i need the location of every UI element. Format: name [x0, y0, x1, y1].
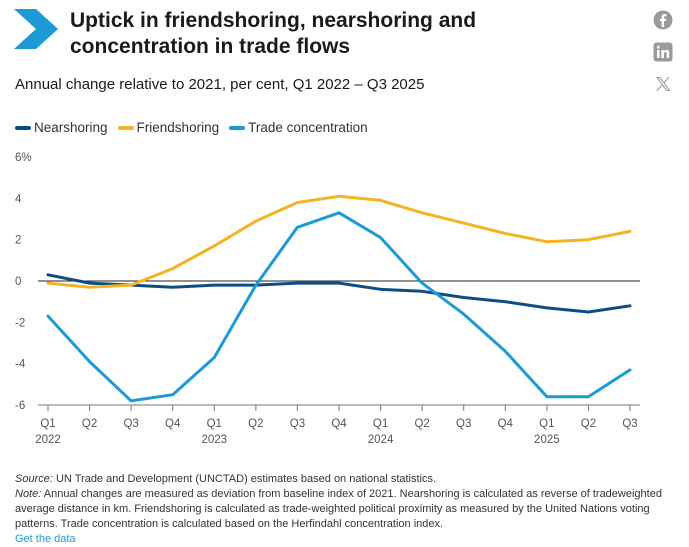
chart-legend: Nearshoring Friendshoring Trade concentr… [15, 120, 378, 135]
x-tick-label: Q3 [622, 418, 637, 430]
legend-label-trade-concentration: Trade concentration [248, 120, 368, 135]
x-tick-label: Q2 [581, 418, 596, 430]
x-tick-label: Q4 [165, 418, 181, 430]
x-tick-label: Q1 [373, 418, 388, 430]
x-year-label: 2024 [368, 434, 394, 446]
line-chart: -6 -4 -2 0 2 4 6% Q1 Q2 Q3 Q4 Q1 Q2 Q3 Q4 Q1 Q2 Q3 Q4 Q1 Q2 Q… [15, 152, 640, 446]
methodology-note: Note: Annual changes are measured as dev… [15, 487, 675, 532]
x-tick-label: Q2 [248, 418, 263, 430]
source-text: UN Trade and Development (UNCTAD) estima… [52, 473, 437, 485]
x-year-label: 2022 [35, 434, 61, 446]
legend-swatch-trade-concentration [229, 125, 246, 130]
brand-chevron-logo [14, 9, 58, 49]
chart-subtitle: Annual change relative to 2021, per cent… [15, 76, 425, 93]
legend-item-friendshoring[interactable]: Friendshoring [117, 120, 220, 135]
source-label: Source: [15, 473, 53, 485]
facebook-icon[interactable] [653, 10, 673, 30]
chart-title-line-2: concentration in trade flows [70, 35, 351, 58]
y-tick-label: -2 [15, 317, 25, 329]
x-tick-label: Q1 [539, 418, 554, 430]
y-tick-label: 2 [15, 235, 21, 247]
chart-notes: Source: UN Trade and Development (UNCTAD… [15, 472, 675, 547]
x-year-label: 2023 [201, 434, 227, 446]
legend-swatch-nearshoring [15, 125, 31, 130]
note-text: Annual changes are measured as deviation… [15, 488, 662, 530]
x-tick-label: Q2 [414, 418, 429, 430]
note-label: Note: [15, 488, 42, 500]
x-tick-label: Q1 [40, 418, 55, 430]
series-line-nearshoring [46, 273, 632, 314]
x-tick-label: Q1 [207, 418, 222, 430]
chart-title: Uptick in friendshoring, nearshoring and… [70, 8, 570, 60]
chart-title-line-1: Uptick in friendshoring, nearshoring and [70, 9, 477, 32]
legend-label-friendshoring: Friendshoring [136, 120, 220, 135]
x-tick-label: Q2 [82, 418, 97, 430]
get-the-data-link[interactable]: Get the data [15, 533, 76, 545]
x-year-label: 2025 [534, 434, 560, 446]
x-icon[interactable] [653, 74, 673, 94]
x-tick-label: Q3 [290, 418, 305, 430]
x-tick-label: Q4 [331, 418, 347, 430]
x-tick-label: Q4 [498, 418, 514, 430]
source-note: Source: UN Trade and Development (UNCTAD… [15, 472, 675, 487]
legend-swatch-friendshoring [117, 125, 134, 130]
x-tick-label: Q3 [456, 418, 471, 430]
y-tick-label: -6 [15, 400, 25, 412]
series-line-trade-concentration [46, 211, 632, 403]
y-tick-label: 6% [15, 152, 32, 164]
x-tick-label: Q3 [123, 418, 138, 430]
linkedin-icon[interactable] [653, 42, 673, 62]
legend-item-nearshoring[interactable]: Nearshoring [15, 120, 108, 135]
legend-label-nearshoring: Nearshoring [34, 120, 108, 135]
legend-item-trade-concentration[interactable]: Trade concentration [229, 120, 368, 135]
y-tick-label: 0 [15, 276, 21, 288]
y-tick-label: 4 [15, 193, 22, 205]
y-tick-label: -4 [15, 359, 26, 371]
series-line-friendshoring [46, 194, 632, 289]
